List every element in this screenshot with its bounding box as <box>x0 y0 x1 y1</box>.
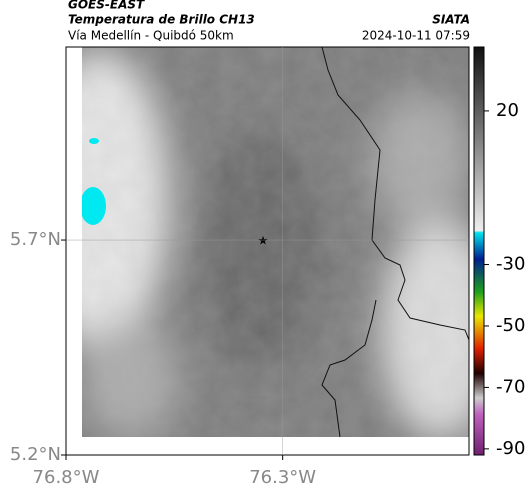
region: Vía Medellín - Quibdó 50km <box>68 29 234 43</box>
satellite-image <box>82 47 469 437</box>
colorbar <box>473 46 485 456</box>
colorbar-tick-label: -30 <box>496 254 525 275</box>
colorbar-tick-label: -90 <box>496 438 525 459</box>
colorbar-tick-label: 20 <box>496 100 519 121</box>
y-tick-label: 5.2°N <box>10 444 61 465</box>
location-star: ★ <box>258 234 269 248</box>
y-tick-label: 5.7°N <box>10 229 61 250</box>
x-tick-label: 76.8°W <box>33 467 100 488</box>
x-tick-label: 76.3°W <box>249 467 316 488</box>
satellite: GOES-EAST <box>68 0 145 12</box>
source: SIATA <box>432 13 470 27</box>
product: Temperatura de Brillo CH13 <box>68 13 255 27</box>
colorbar-tick-label: -70 <box>496 376 525 397</box>
map-frame <box>65 46 470 456</box>
colorbar-tick-label: -50 <box>496 315 525 336</box>
datetime: 2024-10-11 07:59 <box>362 29 470 43</box>
